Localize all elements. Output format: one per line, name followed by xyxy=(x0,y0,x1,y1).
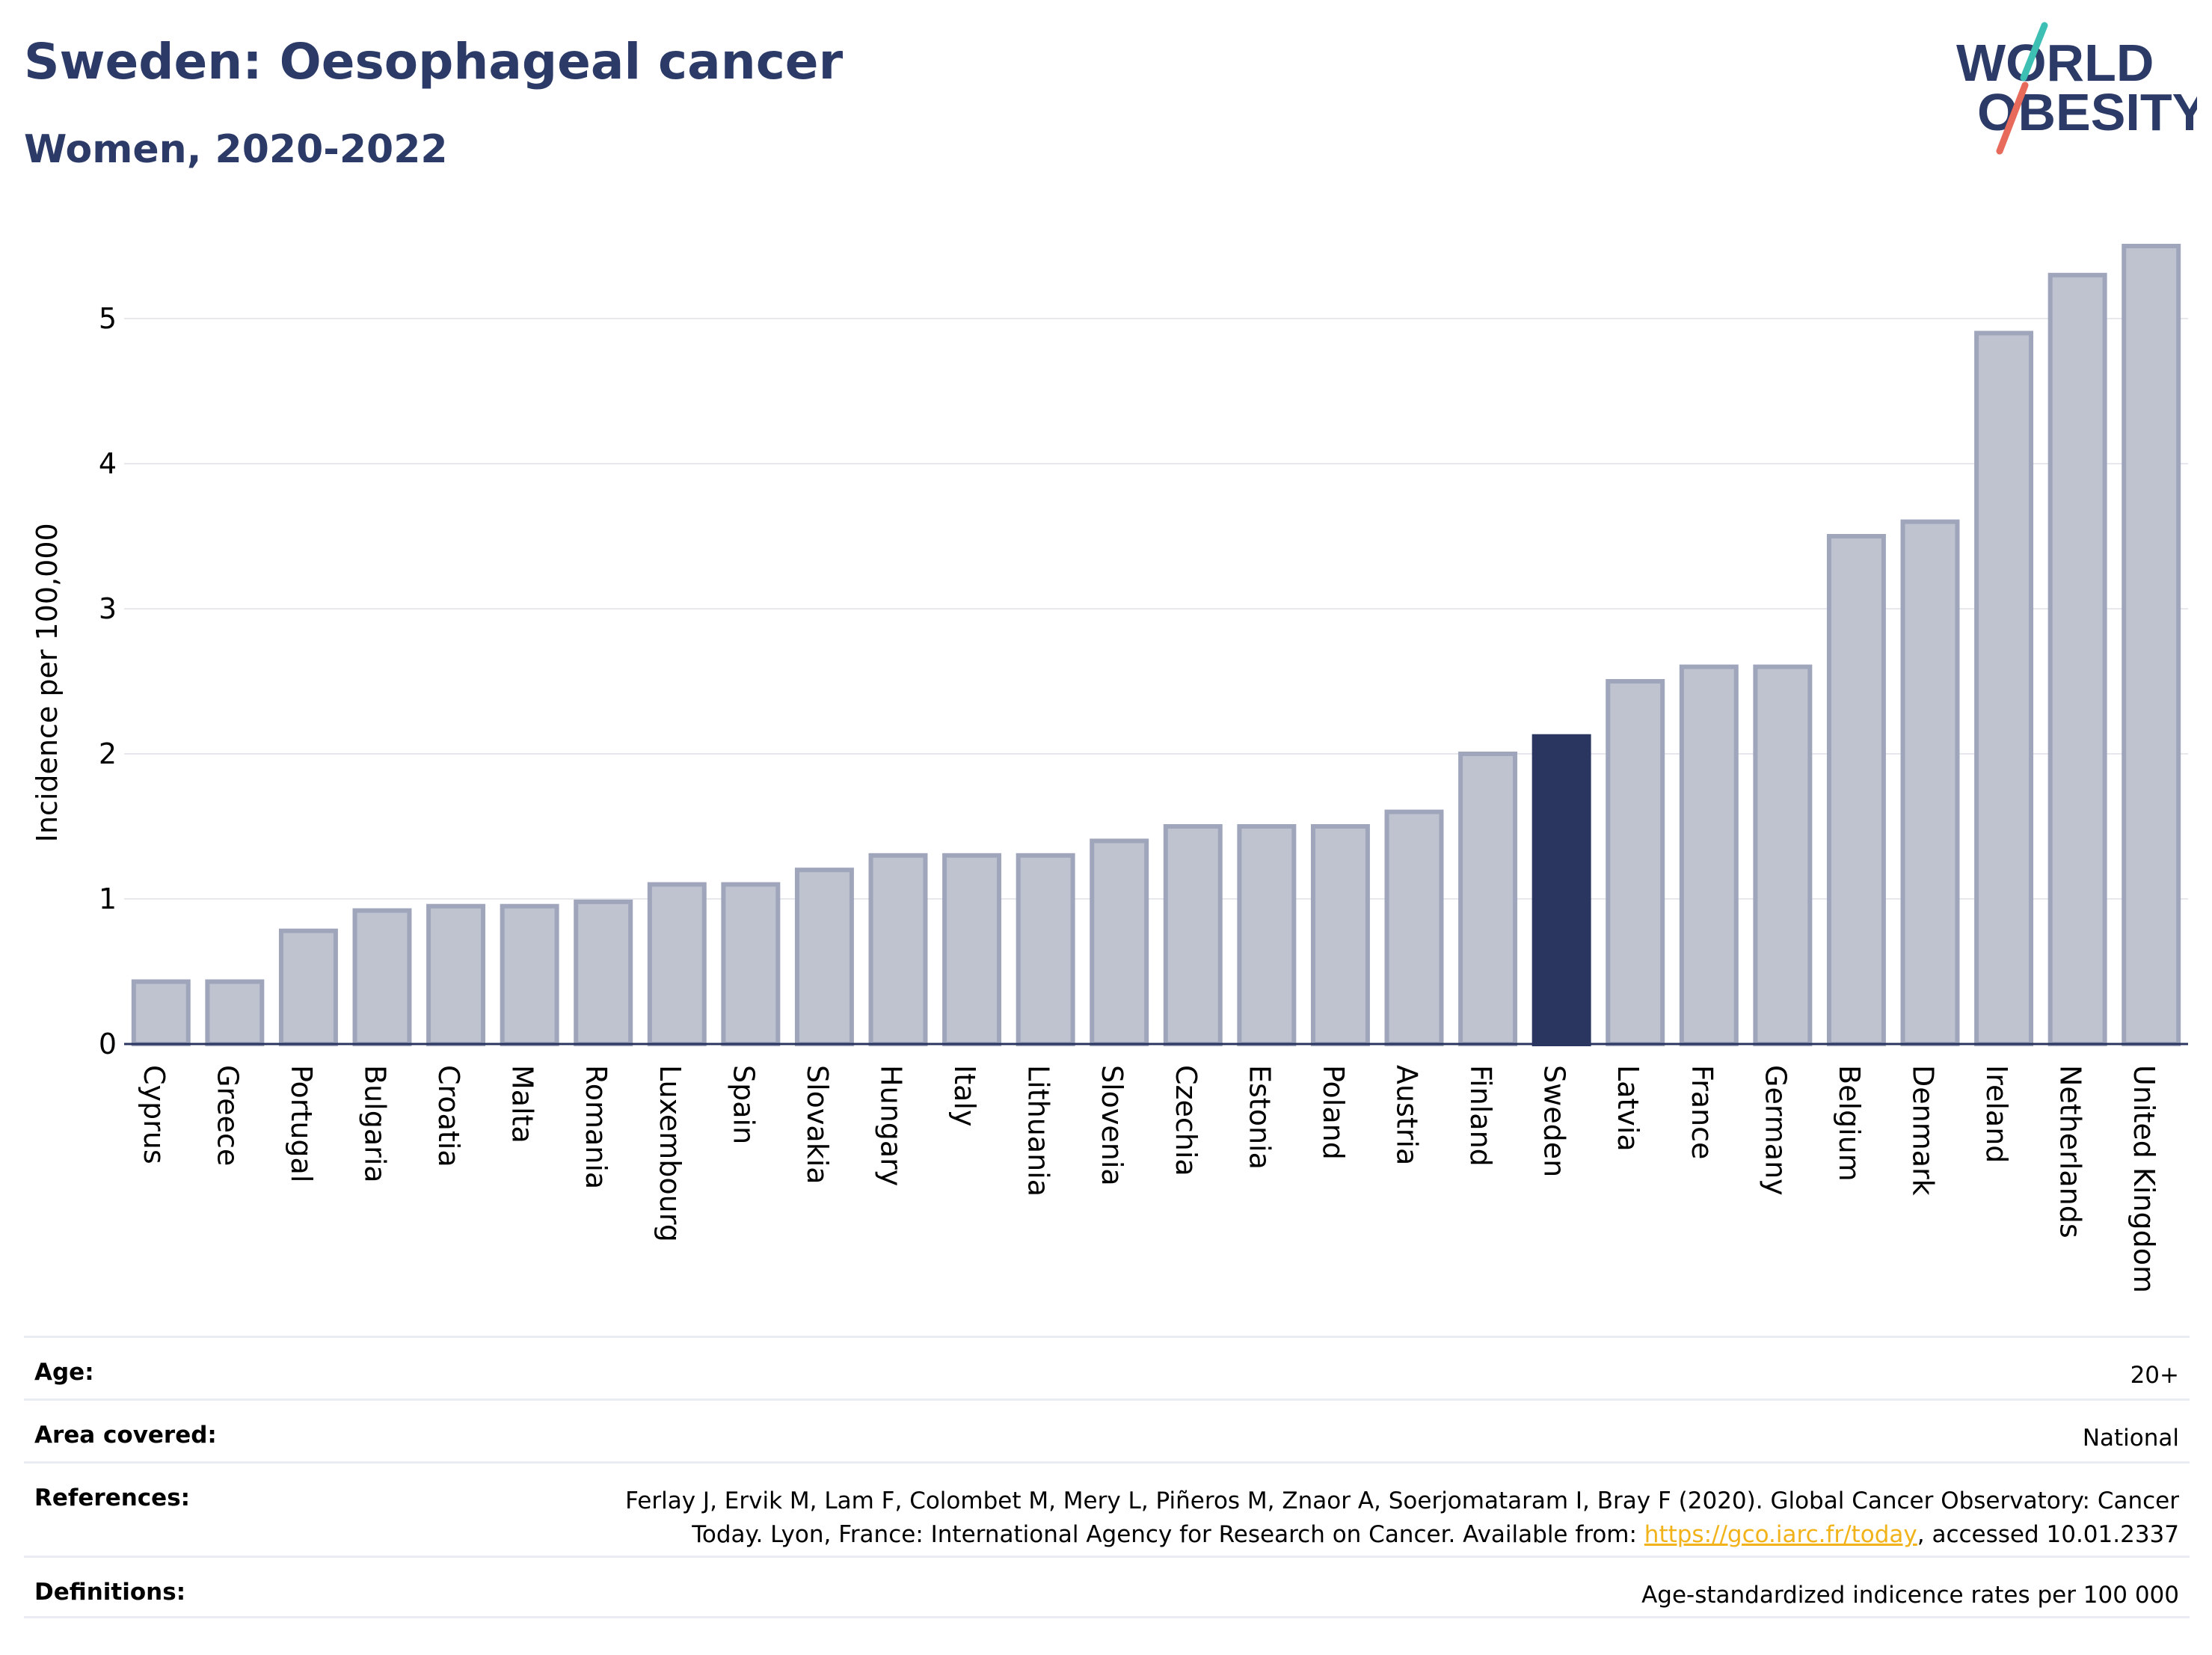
y-tick-label: 3 xyxy=(99,592,117,625)
y-tick-label: 1 xyxy=(99,882,117,915)
chart-subtitle: Women, 2020-2022 xyxy=(24,127,448,172)
references-line-2: Today. Lyon, France: International Agenc… xyxy=(625,1518,2179,1552)
age-value: 20+ xyxy=(2130,1362,2179,1389)
meta-row-area: Area covered: National xyxy=(24,1398,2190,1461)
bar-latvia xyxy=(1606,679,1665,1046)
x-tick-label: Sweden xyxy=(1538,1065,1571,1177)
x-tick-label: Luxembourg xyxy=(654,1065,686,1242)
x-tick-label: Belgium xyxy=(1833,1065,1866,1182)
x-tick-label: Germany xyxy=(1759,1065,1792,1196)
bar-ireland xyxy=(1974,331,2034,1046)
bar-portugal xyxy=(278,928,338,1047)
bar-romania xyxy=(574,899,633,1046)
y-tick-label: 4 xyxy=(99,447,117,480)
chart-title: Sweden: Oesophageal cancer xyxy=(24,33,844,90)
x-tick-label: Ireland xyxy=(1980,1065,2013,1163)
bar-denmark xyxy=(1900,519,1960,1046)
bar-luxembourg xyxy=(647,882,707,1046)
bar-bulgaria xyxy=(352,908,412,1047)
bar-hungary xyxy=(868,853,928,1047)
references-link[interactable]: https://gco.iarc.fr/today xyxy=(1644,1521,1917,1548)
bar-croatia xyxy=(426,903,486,1046)
logo-slash-teal xyxy=(2020,22,2048,82)
meta-row-references: References: Ferlay J, Ervik M, Lam F, Co… xyxy=(24,1461,2190,1556)
x-tick-label: Slovakia xyxy=(801,1065,834,1185)
references-line-1: Ferlay J, Ervik M, Lam F, Colombet M, Me… xyxy=(625,1487,2179,1514)
x-tick-label: Austria xyxy=(1391,1065,1424,1165)
area-value: National xyxy=(2082,1425,2179,1452)
references-label: References: xyxy=(34,1484,191,1511)
x-tick-label: Lithuania xyxy=(1022,1065,1055,1197)
y-tick-label: 0 xyxy=(99,1028,117,1060)
meta-row-age: Age: 20+ xyxy=(24,1336,2190,1398)
x-tick-label: Latvia xyxy=(1612,1065,1644,1152)
bar-united-kingdom xyxy=(2122,244,2181,1046)
bar-slovenia xyxy=(1090,838,1149,1047)
x-tick-label: Denmark xyxy=(1907,1065,1940,1196)
age-label: Age: xyxy=(34,1359,94,1386)
bar-chart: 0 1 2 3 4 5 Cyprus Greece Portugal Bulgaria Croati… xyxy=(31,244,2188,1293)
x-tick-label: Italy xyxy=(948,1065,981,1126)
x-tick-label: Portugal xyxy=(285,1065,318,1182)
definitions-label: Definitions: xyxy=(34,1579,186,1606)
area-label: Area covered: xyxy=(34,1422,217,1449)
bar-greece xyxy=(205,979,265,1046)
bar-slovakia xyxy=(794,868,854,1046)
bar-estonia xyxy=(1237,824,1297,1046)
x-tick-label: Greece xyxy=(211,1065,244,1166)
references-value: Ferlay J, Ervik M, Lam F, Colombet M, Me… xyxy=(625,1484,2179,1552)
x-tick-label: France xyxy=(1686,1065,1718,1159)
x-tick-label: Croatia xyxy=(432,1065,465,1167)
y-axis-label: Incidence per 100,000 xyxy=(31,523,64,842)
logo-word-world: WORLD xyxy=(1956,34,2154,92)
x-tick-label: Finland xyxy=(1464,1065,1497,1167)
bar-sweden xyxy=(1531,734,1591,1046)
x-tick-label: Romania xyxy=(580,1065,612,1189)
bar-finland xyxy=(1458,752,1518,1046)
x-tick-label: Czechia xyxy=(1170,1065,1202,1176)
bar-czechia xyxy=(1163,824,1223,1046)
axes: 0 1 2 3 4 5 Cyprus Greece Portugal Bulgaria Croati… xyxy=(99,302,2188,1293)
x-tick-label: Bulgaria xyxy=(359,1065,392,1183)
bar-poland xyxy=(1310,824,1370,1046)
y-tick-label: 2 xyxy=(99,737,117,770)
definitions-value: Age-standardized indicence rates per 100… xyxy=(1641,1582,2179,1609)
bar-germany xyxy=(1753,664,1813,1046)
x-tick-label: Poland xyxy=(1317,1065,1350,1160)
bar-cyprus xyxy=(131,979,191,1046)
y-tick-label: 5 xyxy=(99,302,117,335)
metadata-table: Age: 20+ Area covered: National Referenc… xyxy=(24,1336,2190,1618)
bar-lithuania xyxy=(1016,853,1075,1047)
references-text: Today. Lyon, France: International Agenc… xyxy=(692,1521,1644,1548)
bar-malta xyxy=(500,903,559,1046)
x-tick-label: Malta xyxy=(506,1065,539,1143)
bar-spain xyxy=(721,882,781,1046)
bar-netherlands xyxy=(2047,272,2107,1046)
meta-row-definitions: Definitions: Age-standardized indicence … xyxy=(24,1556,2190,1618)
x-tick-label: Spain xyxy=(727,1065,760,1144)
bar-france xyxy=(1679,664,1739,1046)
x-tick-label: Netherlands xyxy=(2054,1065,2087,1238)
x-tick-label: Estonia xyxy=(1243,1065,1276,1170)
bars xyxy=(131,244,2181,1047)
bar-italy xyxy=(942,853,1002,1047)
world-obesity-logo: WORLD OBESITY xyxy=(1956,22,2197,155)
bar-belgium xyxy=(1826,534,1886,1046)
x-tick-label: United Kingdom xyxy=(2127,1065,2160,1293)
x-tick-label: Slovenia xyxy=(1096,1065,1128,1186)
references-accessed: , accessed 10.01.2337 xyxy=(1917,1521,2179,1548)
logo-slash-red xyxy=(1996,82,2029,155)
x-tick-label: Cyprus xyxy=(138,1065,170,1164)
bar-austria xyxy=(1384,809,1444,1046)
x-tick-label: Hungary xyxy=(875,1065,908,1186)
